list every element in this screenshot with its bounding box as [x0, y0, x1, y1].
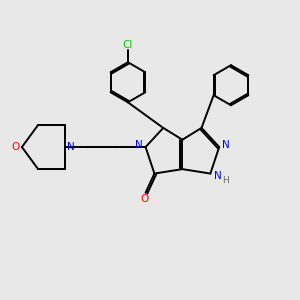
- Text: N: N: [214, 171, 222, 181]
- Text: N: N: [222, 140, 230, 150]
- Text: N: N: [67, 142, 75, 152]
- Text: O: O: [11, 142, 20, 152]
- Text: O: O: [140, 194, 148, 204]
- Text: Cl: Cl: [123, 40, 133, 50]
- Text: H: H: [222, 176, 229, 184]
- Text: N: N: [135, 140, 143, 150]
